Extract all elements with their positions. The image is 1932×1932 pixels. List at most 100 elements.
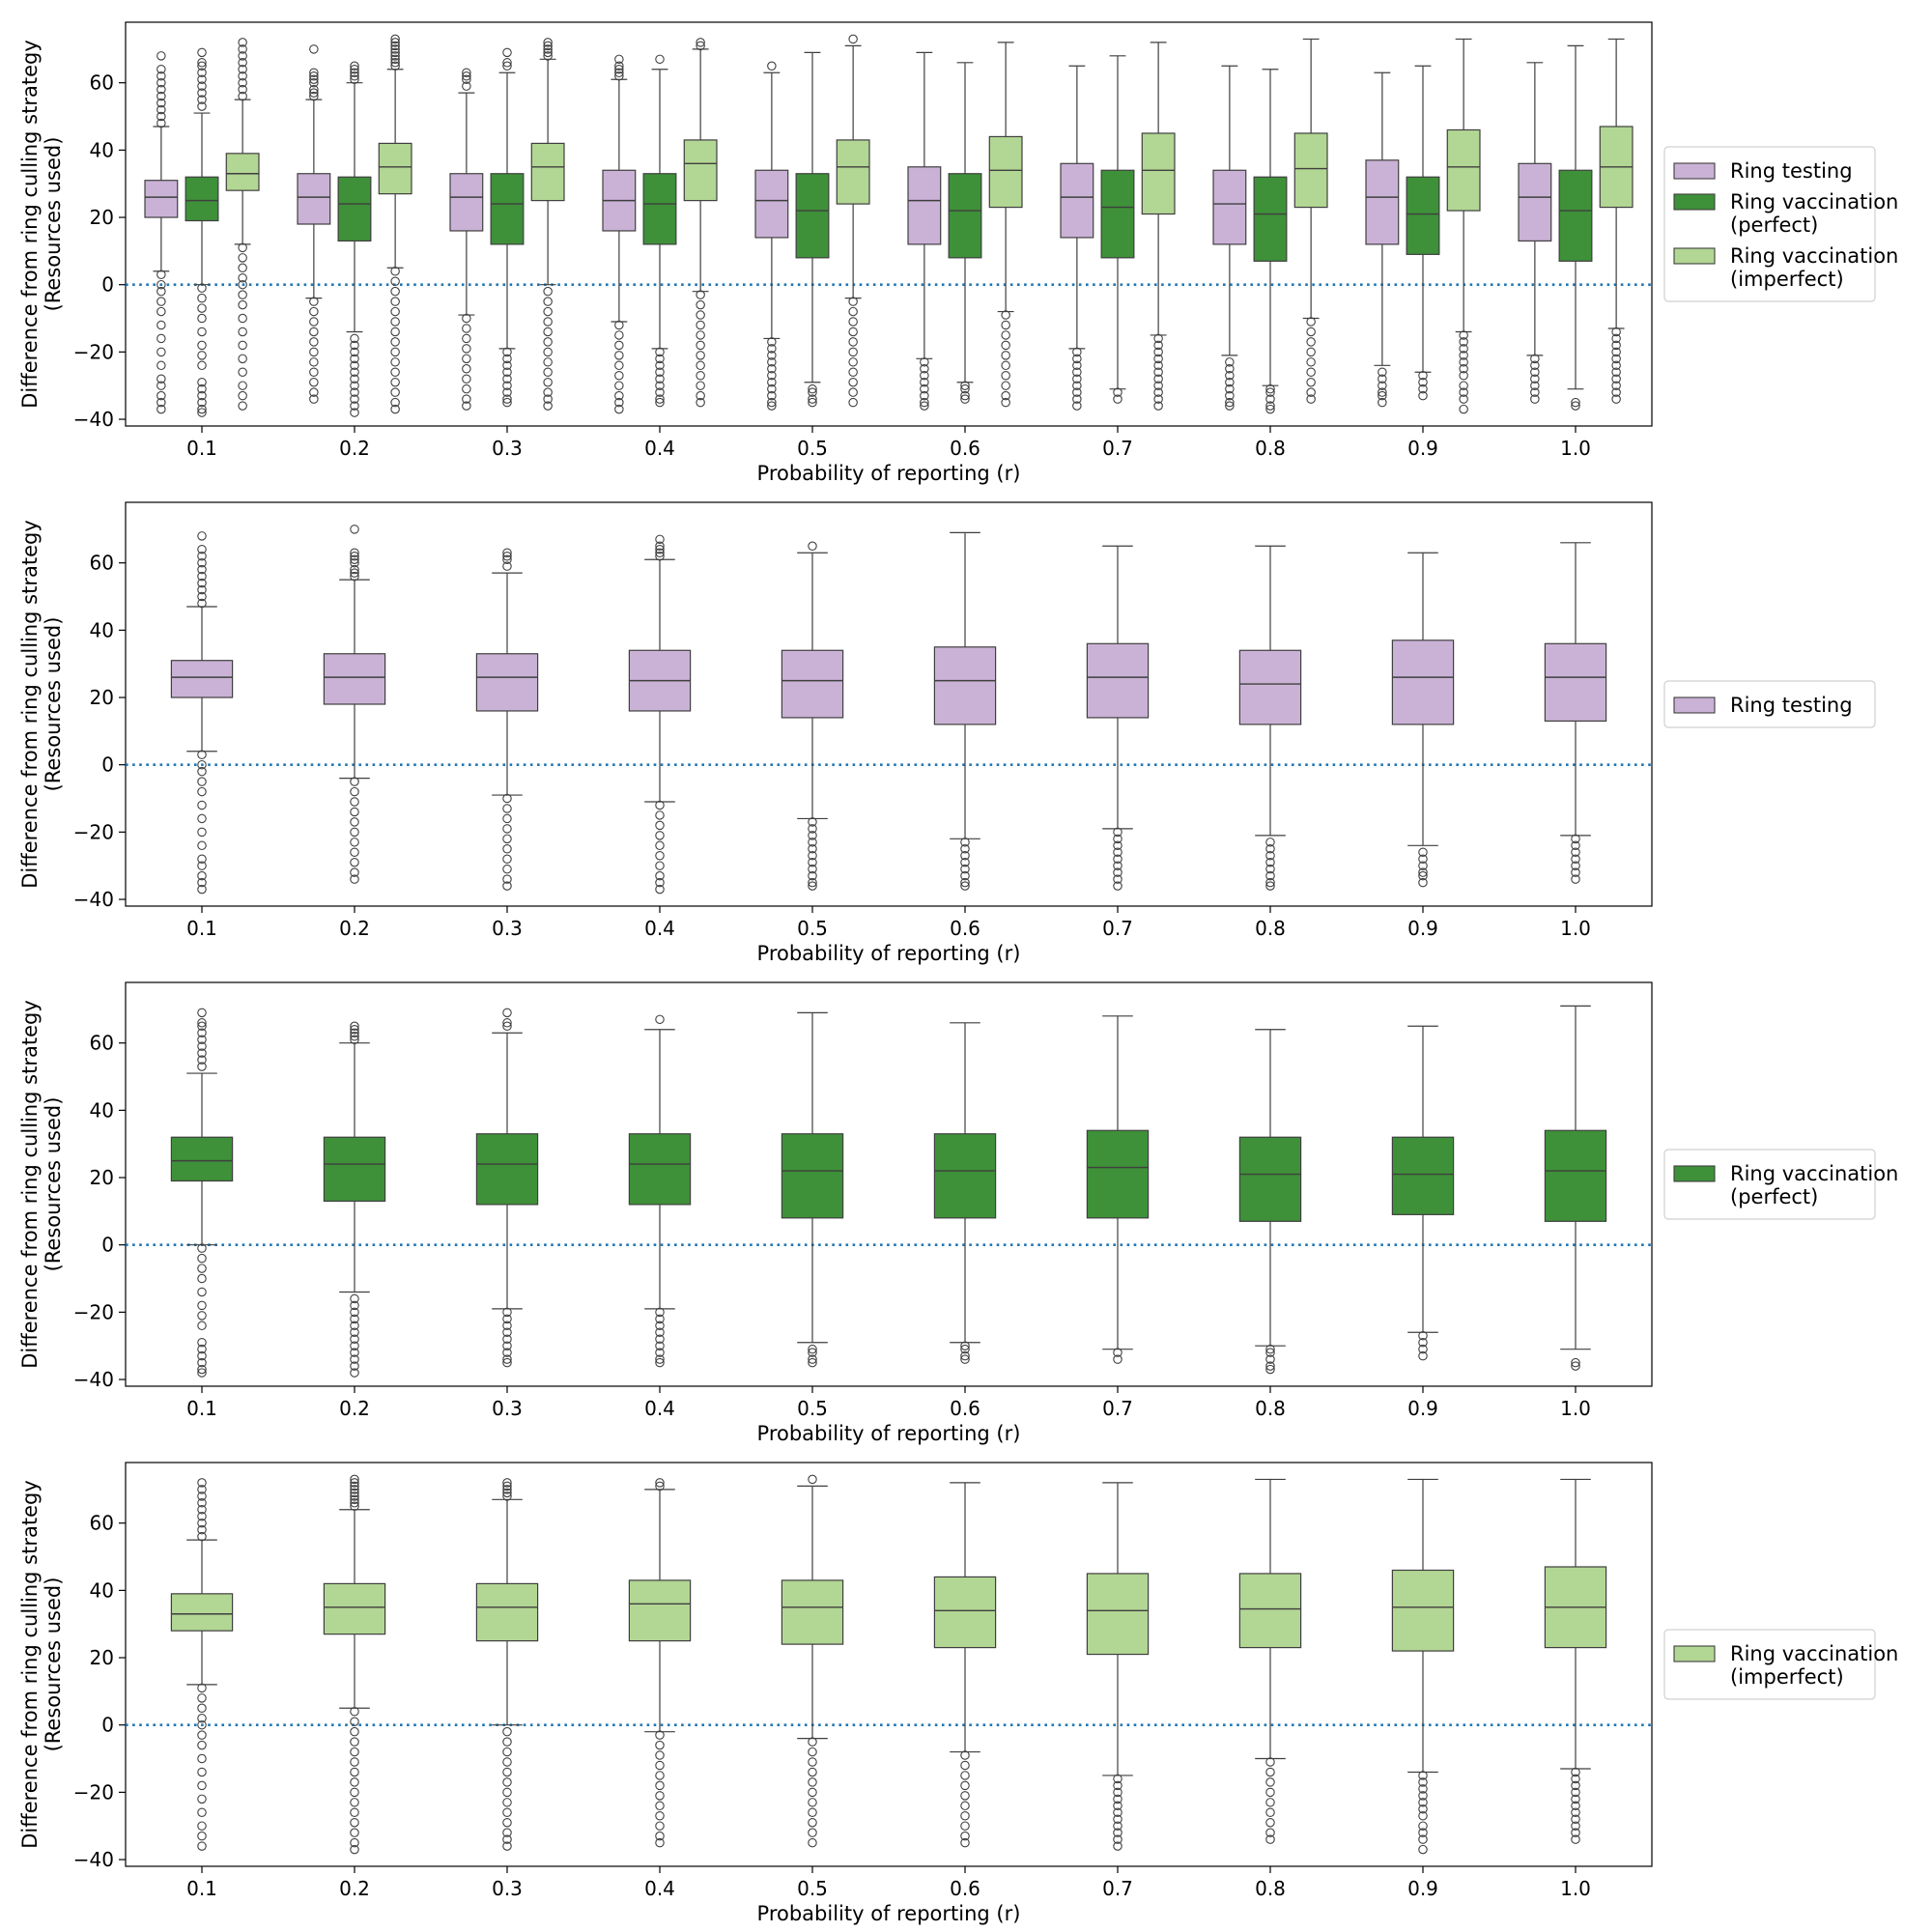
- outlier-point: [390, 51, 400, 61]
- outlier-point: [350, 1485, 359, 1494]
- outlier-point: [960, 1791, 970, 1801]
- outlier-point: [655, 551, 665, 561]
- outlier-point: [350, 1300, 359, 1311]
- y-tick-label: 60: [90, 1032, 114, 1055]
- iqr-box: [781, 649, 844, 719]
- outlier-point: [1001, 390, 1010, 401]
- iqr-box: [185, 176, 219, 222]
- iqr-box: [1544, 1129, 1607, 1222]
- outlier-point: [1265, 857, 1275, 867]
- outlier-point: [197, 870, 207, 881]
- outlier-point: [156, 360, 166, 371]
- iqr-box: [170, 660, 234, 698]
- outlier-point: [655, 1740, 665, 1750]
- x-tick-label: 0.1: [186, 437, 217, 460]
- plot-area-frame: [125, 1462, 1653, 1867]
- outlier-point: [238, 242, 247, 253]
- outlier-point: [309, 74, 319, 84]
- outlier-point: [1001, 320, 1010, 330]
- outlier-point: [960, 1750, 970, 1760]
- outlier-point: [1571, 834, 1580, 844]
- outlier-point: [1418, 847, 1428, 858]
- outlier-point: [614, 61, 624, 71]
- iqr-box: [378, 142, 412, 195]
- outlier-point: [1113, 1807, 1122, 1818]
- iqr-box: [933, 1576, 997, 1649]
- outlier-point: [960, 870, 970, 881]
- outlier-point: [197, 1730, 207, 1740]
- outlier-point: [502, 347, 512, 357]
- outlier-point: [655, 1791, 665, 1801]
- box-ring-vaccination-0.1: [170, 1008, 234, 1378]
- outlier-point: [502, 47, 512, 58]
- outlier-point: [960, 877, 970, 888]
- legend: Ring vaccination(imperfect): [1663, 1629, 1898, 1700]
- outlier-point: [350, 568, 359, 578]
- x-axis-title: Probability of reporting (r): [757, 1422, 1021, 1445]
- chart-panel-3: −40 −20 0 20 40 60 0.1 0.2 0.3 0.4 0.5 0.6 0.7 0.8 0.9…: [18, 981, 1898, 1445]
- outlier-point: [1265, 844, 1275, 854]
- iqr-box: [781, 1133, 844, 1219]
- outlier-point: [1459, 364, 1468, 374]
- outlier-point: [1571, 1774, 1580, 1784]
- outlier-point: [1265, 401, 1275, 411]
- outlier-point: [197, 861, 207, 870]
- outlier-point: [848, 317, 858, 327]
- outlier-point: [350, 61, 359, 71]
- outlier-point: [848, 357, 858, 367]
- outlier-point: [1225, 370, 1235, 381]
- outlier-point: [197, 777, 207, 786]
- outlier-point: [502, 1348, 512, 1357]
- x-tick-label: 0.2: [339, 1397, 370, 1420]
- outlier-point: [502, 1834, 512, 1844]
- outlier-point: [655, 1314, 665, 1324]
- outlier-point: [350, 551, 359, 561]
- box-ring-testing-1.0: [1544, 542, 1607, 884]
- outlier-point: [696, 41, 705, 51]
- x-tick-label: 0.1: [186, 1877, 217, 1900]
- outlier-point: [960, 881, 970, 891]
- outlier-point: [543, 387, 553, 397]
- y-tick-label: −40: [73, 1368, 114, 1391]
- outlier-point: [655, 1321, 665, 1331]
- box-ring-testing-0.8: [1238, 545, 1302, 891]
- outlier-point: [502, 1841, 512, 1851]
- legend: Ring testing: [1663, 680, 1876, 728]
- box-ring-vaccination-0.7: [1086, 1482, 1150, 1851]
- outlier-point: [350, 1021, 359, 1032]
- outlier-point: [156, 91, 166, 101]
- outlier-point: [655, 1837, 665, 1848]
- x-tick-label: 0.1: [186, 917, 217, 940]
- outlier-point: [197, 1531, 207, 1542]
- outlier-point: [197, 408, 207, 417]
- outlier-point: [960, 1341, 970, 1350]
- outlier-point: [1418, 377, 1428, 387]
- box-ring-vaccination-0.6: [948, 62, 982, 404]
- x-tick-label: 0.6: [950, 1877, 980, 1900]
- iqr-box: [642, 173, 677, 245]
- outlier-point: [238, 390, 247, 401]
- outlier-point: [238, 381, 247, 390]
- outlier-point: [1571, 1821, 1580, 1831]
- outlier-point: [1225, 390, 1235, 401]
- outlier-point: [808, 1747, 817, 1757]
- outlier-point: [1001, 370, 1010, 381]
- box-ring-vaccination-0.3: [490, 47, 525, 408]
- outlier-point: [350, 381, 359, 390]
- outlier-point: [808, 1344, 817, 1354]
- outlier-point: [502, 1747, 512, 1757]
- outlier-point: [1265, 394, 1275, 404]
- iqr-box: [475, 1133, 539, 1206]
- box-ring-vaccination-0.5: [795, 51, 830, 408]
- outlier-point: [197, 1055, 207, 1065]
- outlier-point: [1571, 1787, 1580, 1798]
- y-tick-label: 60: [90, 71, 114, 95]
- outlier-point: [197, 827, 207, 838]
- outlier-point: [655, 354, 665, 364]
- outlier-point: [614, 390, 624, 401]
- outlier-point: [462, 68, 471, 78]
- outlier-point: [502, 1777, 512, 1787]
- outlier-point: [502, 58, 512, 68]
- outlier-point: [502, 824, 512, 834]
- outlier-point: [502, 1321, 512, 1331]
